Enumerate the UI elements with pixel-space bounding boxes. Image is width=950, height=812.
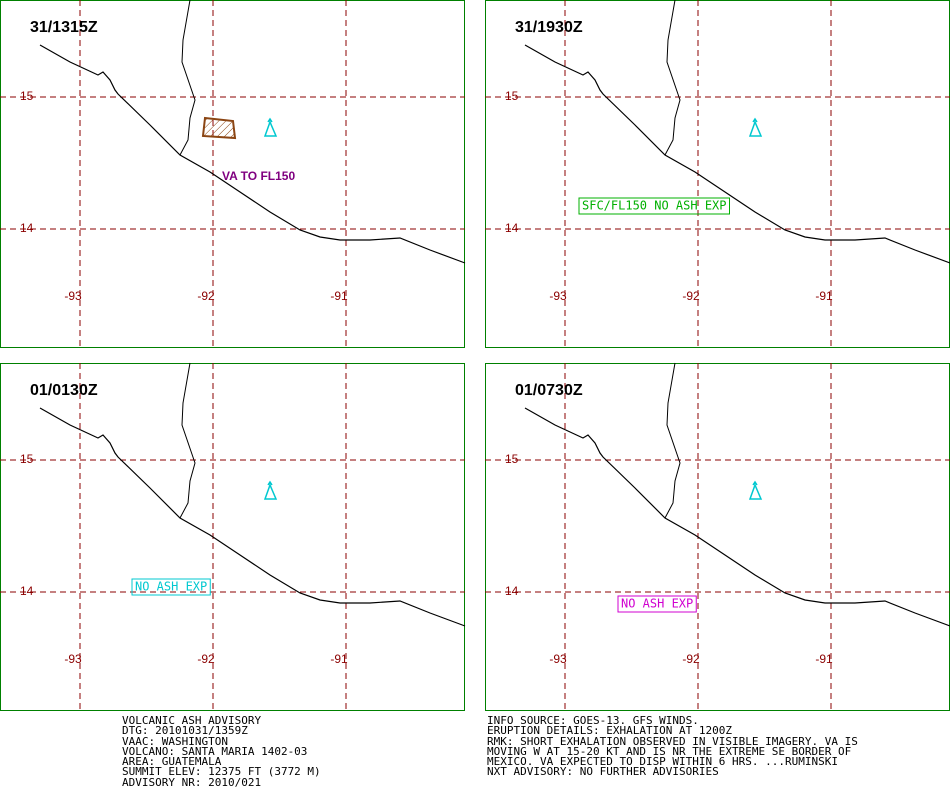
lon-label: -92 [197, 652, 215, 666]
lon-label: -93 [549, 652, 567, 666]
advisory-line: ADVISORY NR: 2010/021 [122, 775, 262, 789]
advisory-line: VOLCANIC ASH ADVISORY [122, 714, 262, 727]
annotation: VA TO FL150 [222, 169, 295, 183]
lat-label: 15 [20, 89, 34, 103]
lon-label: -91 [815, 289, 833, 303]
advisory-line: ERUPTION DETAILS: EXHALATION AT 1200Z [487, 724, 733, 738]
lon-label: -92 [682, 289, 700, 303]
advisory-right: INFO SOURCE: GOES-13. GFS WINDS. ERUPTION… [487, 714, 858, 779]
time-label: 01/0130Z [30, 382, 98, 399]
map-panel: 15 14 -93 -92 -91 31/1930Z SFC/FL150 NO ASH EX… [485, 0, 950, 348]
map-panel: 15 14 -93 -92 -91 01/0730Z NO ASH EXP [485, 362, 950, 711]
lat-label: 15 [505, 89, 519, 103]
coastline [39, 407, 466, 627]
volcano-icon [748, 480, 763, 500]
lon-label: -91 [815, 652, 833, 666]
lat-label: 14 [20, 584, 34, 598]
time-label: 01/0730Z [515, 382, 583, 399]
border-line [664, 0, 681, 156]
volcano-icon [748, 117, 763, 137]
ash-area [201, 116, 237, 140]
annotation-box [617, 595, 697, 613]
lon-label: -91 [330, 289, 348, 303]
border-line [664, 362, 681, 519]
advisory-line: MOVING W AT 15-20 KT AND IS NR THE EXTRE… [487, 744, 852, 758]
annotation-box [578, 197, 730, 215]
advisory-left: VOLCANIC ASH ADVISORY DTG: 20101031/1359Z… [122, 714, 321, 789]
annotation: NO ASH EXP [135, 580, 207, 594]
volcano-icon [263, 117, 278, 137]
lon-label: -93 [64, 289, 82, 303]
annotation: SFC/FL150 NO ASH EXP [582, 199, 727, 213]
border-line [179, 0, 196, 156]
time-label: 31/1315Z [30, 19, 98, 36]
border-line [179, 362, 196, 519]
time-label: 31/1930Z [515, 19, 583, 36]
advisory-line: DTG: 20101031/1359Z [122, 724, 248, 738]
map-panel: 15 14 -93 -92 -91 31/1315Z VA TO FL150 [0, 0, 466, 348]
annotation: NO ASH EXP [621, 597, 693, 611]
lat-label: 15 [20, 452, 34, 466]
lat-label: 14 [505, 584, 519, 598]
annotation-box [131, 578, 211, 596]
lat-label: 14 [20, 221, 34, 235]
lon-label: -93 [64, 652, 82, 666]
volcano-icon [263, 480, 278, 500]
lat-label: 14 [505, 221, 519, 235]
advisory-line: AREA: GUATEMALA [122, 755, 222, 769]
advisory-line: MEXICO. VA EXPECTED TO DISP WITHIN 6 HRS… [487, 755, 838, 769]
advisory-line: RMK: SHORT EXHALATION OBSERVED IN VISIBL… [487, 734, 858, 748]
advisory-line: INFO SOURCE: GOES-13. GFS WINDS. [487, 714, 699, 727]
lon-label: -92 [682, 652, 700, 666]
advisory-line: VOLCANO: SANTA MARIA 1402-03 [122, 744, 308, 758]
lon-label: -93 [549, 289, 567, 303]
panel-border [0, 0, 465, 348]
lon-label: -92 [197, 289, 215, 303]
coastline [524, 407, 950, 627]
map-panels: 15 14 -93 -92 -91 31/1315Z VA TO FL150 15 14 -93 -… [0, 0, 950, 711]
lon-label: -91 [330, 652, 348, 666]
lat-label: 15 [505, 452, 519, 466]
advisory-line: SUMMIT ELEV: 12375 FT (3772 M) [122, 765, 321, 779]
advisory-line: VAAC: WASHINGTON [122, 734, 228, 748]
advisory-line: NXT ADVISORY: NO FURTHER ADVISORIES [487, 765, 719, 779]
coastline [524, 44, 950, 264]
map-panel: 15 14 -93 -92 -91 01/0130Z NO ASH EXP [0, 362, 466, 711]
panel-border [0, 363, 465, 711]
coastline [39, 44, 466, 264]
